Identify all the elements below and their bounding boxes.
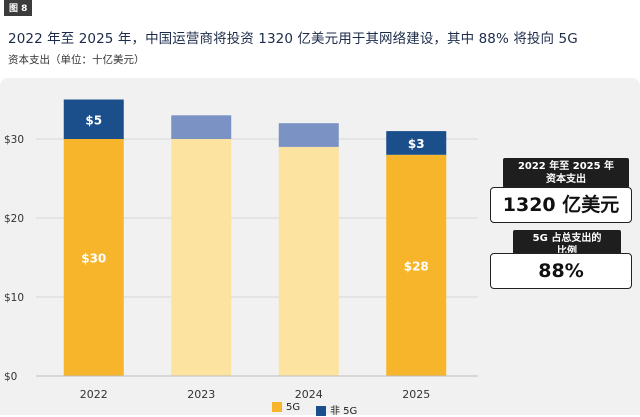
bar-5g-2022: [63, 139, 124, 376]
bar-non5g-2022: [63, 99, 124, 139]
bar-non5g-2023: [171, 115, 232, 139]
data-label: $28: [404, 259, 429, 273]
legend-label-non5g: 非 5G: [330, 406, 358, 417]
bar-non5g-2025: [386, 131, 447, 155]
y-tick-label: $20: [4, 213, 24, 225]
capex-total-value: 1320 亿美元: [490, 187, 632, 223]
bar-non5g-2024: [278, 123, 339, 147]
y-tick-label: $30: [4, 134, 24, 146]
capex-period-label: 2022 年至 2025 年资本支出: [503, 158, 629, 188]
bar-5g-2023: [171, 139, 232, 376]
data-label: $30: [81, 252, 106, 266]
y-tick-label: $0: [4, 371, 17, 383]
data-label: $5: [85, 113, 102, 127]
chart-title: 2022 年至 2025 年，中国运营商将投资 1320 亿美元用于其网络建设，…: [8, 31, 578, 47]
bar-5g-2025: [386, 154, 447, 376]
legend-swatch-5g: [272, 402, 282, 412]
legend-label-5g: 5G: [286, 402, 301, 413]
chart-subtitle: 资本支出（单位：十亿美元）: [8, 54, 145, 66]
5g-share-value: 88%: [490, 253, 632, 289]
data-label: $3: [408, 137, 425, 151]
y-tick-label: $10: [4, 292, 24, 304]
legend-item-5g: 5G: [272, 402, 300, 413]
legend-swatch-non5g: [316, 406, 326, 416]
bar-5g-2024: [278, 146, 339, 376]
legend-item-non5g: 非 5G: [316, 402, 357, 417]
x-tick-label: 2025: [402, 388, 430, 401]
x-tick-label: 2023: [187, 388, 215, 401]
x-tick-label: 2022: [80, 388, 108, 401]
x-tick-label: 2024: [295, 388, 323, 401]
figure-badge: 图 8: [4, 0, 33, 16]
